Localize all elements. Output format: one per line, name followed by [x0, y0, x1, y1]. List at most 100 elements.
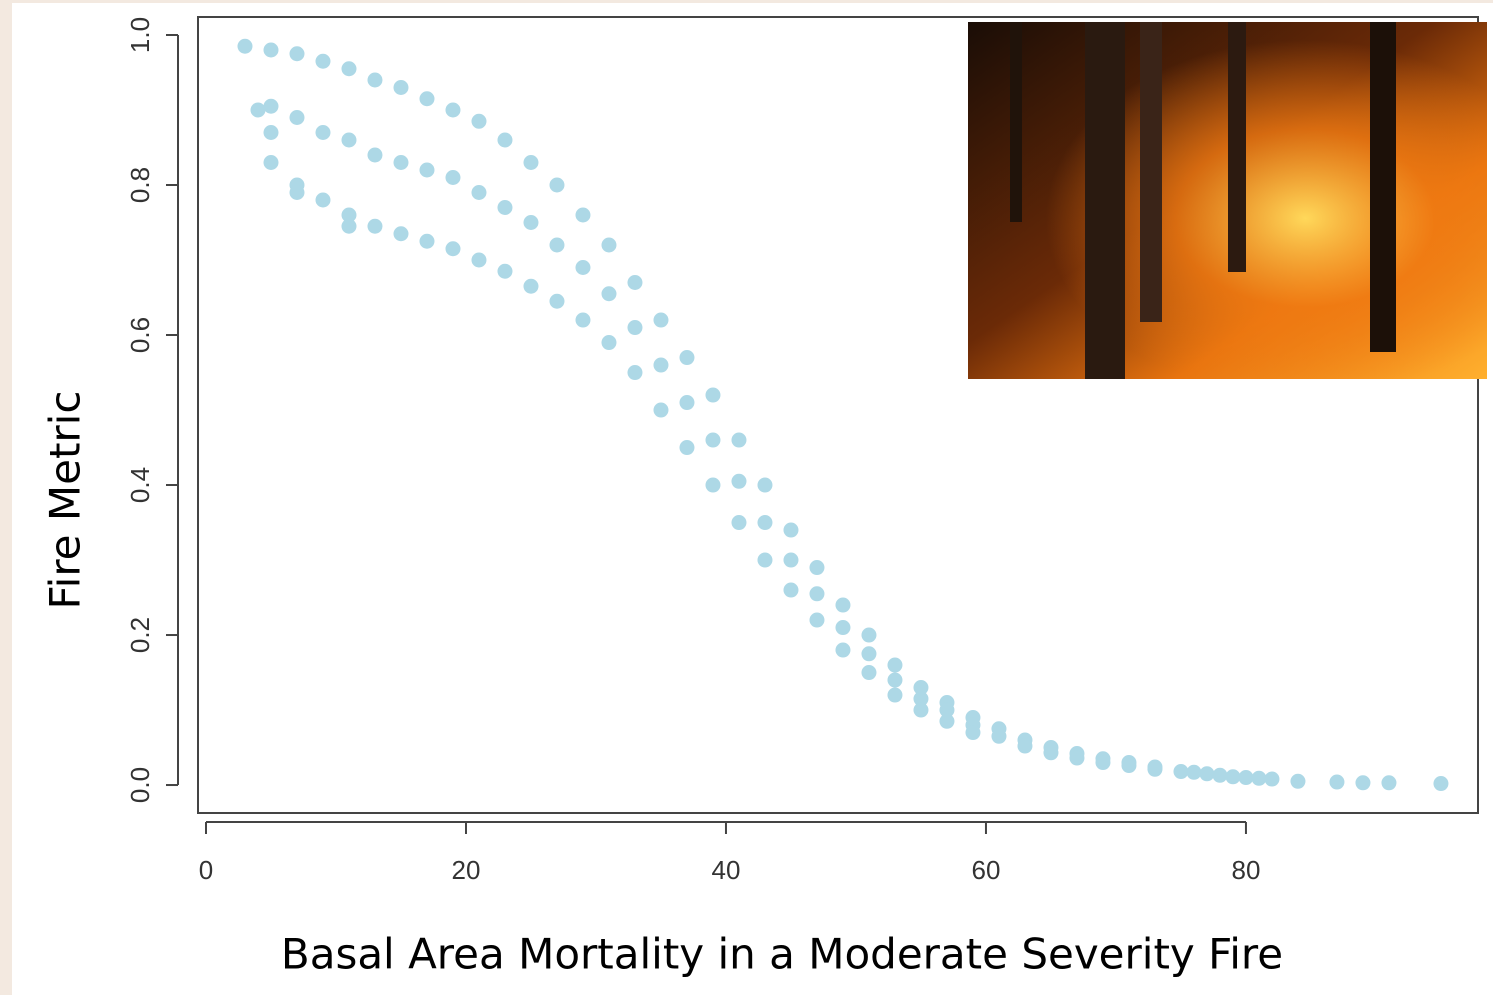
- point: [887, 687, 903, 703]
- point: [783, 552, 799, 568]
- point: [1173, 764, 1189, 780]
- point: [523, 215, 539, 231]
- point: [341, 132, 357, 148]
- point: [237, 38, 253, 54]
- point: [601, 237, 617, 253]
- point: [913, 702, 929, 718]
- point: [1147, 761, 1163, 777]
- point: [809, 560, 825, 576]
- point: [419, 91, 435, 107]
- point: [809, 612, 825, 628]
- point: [705, 387, 721, 403]
- point: [861, 627, 877, 643]
- point: [1225, 769, 1241, 785]
- point: [289, 185, 305, 201]
- point: [367, 72, 383, 88]
- point: [627, 365, 643, 381]
- point: [289, 110, 305, 126]
- point: [835, 597, 851, 613]
- point: [523, 278, 539, 294]
- point: [653, 357, 669, 373]
- point: [1290, 773, 1306, 789]
- point: [705, 432, 721, 448]
- y-tick-label: 0.8: [125, 167, 155, 203]
- point: [991, 728, 1007, 744]
- photo: [968, 22, 1487, 379]
- point: [965, 725, 981, 741]
- point: [601, 335, 617, 351]
- point: [1212, 767, 1228, 783]
- point: [679, 440, 695, 456]
- point: [731, 473, 747, 489]
- point: [627, 275, 643, 291]
- point: [263, 125, 279, 141]
- x-tick-label: 80: [1231, 855, 1260, 885]
- x-tick-label: 0: [199, 855, 213, 885]
- point: [341, 218, 357, 234]
- point: [1433, 776, 1449, 792]
- point: [757, 552, 773, 568]
- x-axis-title: Basal Area Mortality in a Moderate Sever…: [281, 930, 1283, 979]
- x-tick-label: 60: [972, 855, 1001, 885]
- point: [367, 218, 383, 234]
- point: [835, 620, 851, 636]
- point: [341, 207, 357, 223]
- y-axis-title: Fire Metric: [41, 391, 90, 610]
- point: [705, 477, 721, 493]
- point: [471, 252, 487, 268]
- point: [315, 53, 331, 69]
- y-tick-label: 0.4: [125, 467, 155, 503]
- point: [393, 226, 409, 242]
- point: [393, 155, 409, 171]
- point: [497, 263, 513, 279]
- point: [549, 237, 565, 253]
- x-tick-label: 40: [712, 855, 741, 885]
- point: [1095, 755, 1111, 771]
- point: [783, 582, 799, 598]
- point: [263, 42, 279, 58]
- point: [471, 113, 487, 129]
- point: [497, 200, 513, 216]
- point: [861, 646, 877, 662]
- point: [861, 665, 877, 681]
- point: [497, 132, 513, 148]
- point: [1329, 774, 1345, 790]
- point: [575, 260, 591, 276]
- point: [627, 320, 643, 336]
- point: [575, 207, 591, 223]
- point: [913, 680, 929, 696]
- point: [887, 672, 903, 688]
- point: [523, 155, 539, 171]
- y-tick-label: 1.0: [125, 17, 155, 53]
- point: [887, 657, 903, 673]
- point: [315, 125, 331, 141]
- point: [679, 350, 695, 366]
- x-tick-label: 20: [452, 855, 481, 885]
- point: [289, 46, 305, 62]
- point: [757, 477, 773, 493]
- point: [1186, 764, 1202, 780]
- point: [549, 177, 565, 193]
- point: [419, 162, 435, 178]
- point: [731, 432, 747, 448]
- point: [939, 702, 955, 718]
- point: [1017, 738, 1033, 754]
- point: [1238, 770, 1254, 786]
- point: [445, 170, 461, 186]
- point: [1043, 745, 1059, 761]
- point: [731, 515, 747, 531]
- point: [783, 522, 799, 538]
- point: [1381, 775, 1397, 791]
- point: [1355, 775, 1371, 791]
- point: [653, 312, 669, 328]
- point: [939, 713, 955, 729]
- point: [419, 233, 435, 249]
- point: [263, 98, 279, 114]
- point: [250, 102, 266, 118]
- point: [835, 642, 851, 658]
- point: [757, 515, 773, 531]
- point: [679, 395, 695, 411]
- y-tick-label: 0.0: [125, 767, 155, 803]
